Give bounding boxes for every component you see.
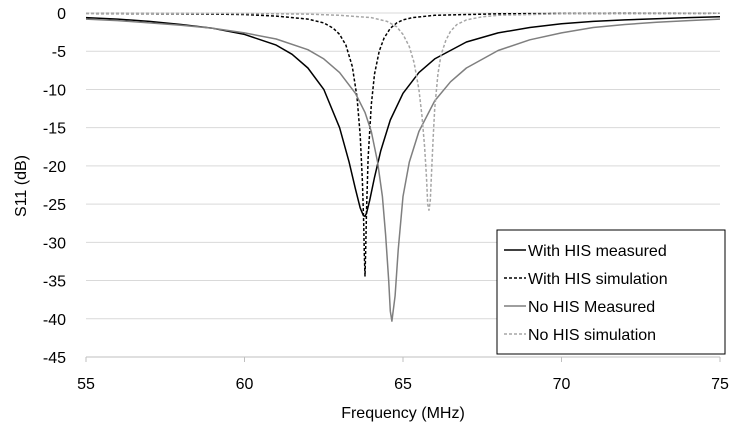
legend-label: With HIS simulation	[528, 271, 668, 288]
x-tick-labels: 55 60 65 70 75	[77, 376, 729, 393]
plot-area	[85, 12, 721, 322]
x-tick-label: 55	[77, 376, 95, 393]
y-tick-label: -40	[43, 312, 66, 329]
series-line	[85, 12, 721, 211]
y-tick-label: -35	[43, 274, 66, 291]
y-tick-label: -5	[52, 44, 66, 61]
x-tick-label: 70	[553, 376, 571, 393]
legend-label: No HIS simulation	[528, 327, 656, 344]
x-tick-label: 60	[236, 376, 254, 393]
legend: With HIS measured With HIS simulation No H…	[496, 229, 726, 355]
y-tick-labels: 0 -5 -10 -15 -20 -25 -30 -35 -40 -45	[43, 6, 66, 367]
y-tick-label: -10	[43, 82, 66, 99]
y-tick-label: -25	[43, 197, 66, 214]
y-axis-title: S11 (dB)	[13, 155, 30, 217]
x-axis-title: Frequency (MHz)	[341, 405, 465, 422]
legend-label: No HIS Measured	[528, 299, 655, 316]
legend-label: With HIS measured	[528, 243, 667, 260]
y-tick-label: -15	[43, 121, 66, 138]
series-line	[85, 18, 721, 322]
x-tick-label: 75	[711, 376, 729, 393]
y-tick-label: -45	[43, 350, 66, 367]
y-tick-label: 0	[57, 6, 66, 23]
series-line	[85, 12, 721, 277]
y-tick-label: -20	[43, 159, 66, 176]
series-line	[85, 16, 721, 218]
y-tick-label: -30	[43, 235, 66, 252]
legend-box	[496, 229, 726, 355]
x-tick-label: 65	[394, 376, 412, 393]
